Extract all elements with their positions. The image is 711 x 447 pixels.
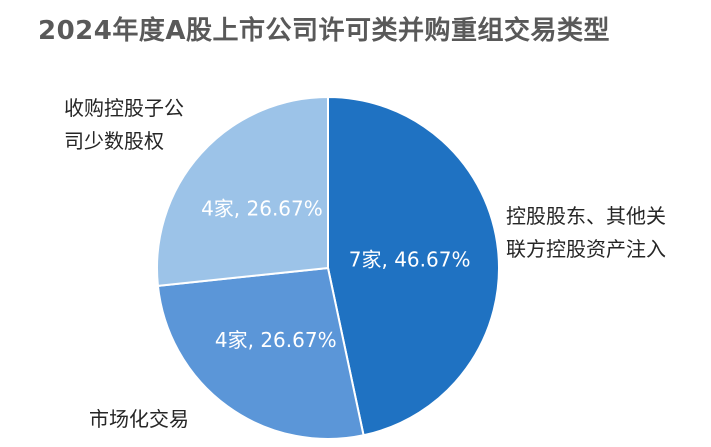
slice-category-label-market-transaction: 市场化交易 <box>89 407 189 431</box>
pie-slice-market-transaction <box>156 266 365 440</box>
slice-category-label-controlling-shareholder: 控股股东、其他关 联方控股资产注入 <box>506 204 666 261</box>
slice-data-label-controlling-shareholder: 7家, 46.67% <box>349 247 471 271</box>
pie-slice-controlling-shareholder <box>327 95 500 437</box>
slice-data-label-minority-stake: 4家, 26.67% <box>201 197 323 221</box>
chart-title: 2024年度A股上市公司许可类并购重组交易类型 <box>38 16 610 46</box>
slice-data-label-market-transaction: 4家, 26.67% <box>215 328 337 352</box>
pie-slice-minority-stake <box>156 95 329 287</box>
slice-category-label-minority-stake: 收购控股子公 司少数股权 <box>64 96 184 153</box>
